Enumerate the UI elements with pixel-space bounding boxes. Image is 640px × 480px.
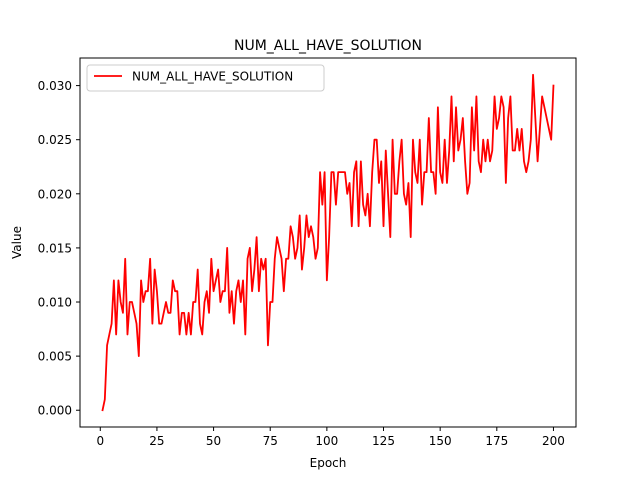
x-tick-label: 125 <box>372 434 395 448</box>
y-axis-ticks: 0.000 0.005 0.010 0.015 0.020 0.025 0.030 <box>38 79 80 418</box>
y-tick-label: 0.030 <box>38 79 72 93</box>
chart-title: NUM_ALL_HAVE_SOLUTION <box>234 38 422 54</box>
x-axis-label: Epoch <box>310 456 347 470</box>
x-tick-label: 175 <box>485 434 508 448</box>
y-tick-label: 0.015 <box>38 241 72 255</box>
x-tick-label: 200 <box>542 434 565 448</box>
y-tick-label: 0.000 <box>38 404 72 418</box>
y-axis-label: Value <box>10 226 24 259</box>
x-axis-ticks: 0 25 50 75 100 125 150 175 200 <box>96 427 565 448</box>
legend-entry-label: NUM_ALL_HAVE_SOLUTION <box>132 70 293 84</box>
y-tick-label: 0.025 <box>38 133 72 147</box>
legend-box <box>86 64 325 92</box>
y-tick-label: 0.010 <box>38 296 72 310</box>
y-tick-label: 0.020 <box>38 187 72 201</box>
x-tick-label: 25 <box>149 434 164 448</box>
y-tick-label: 0.005 <box>38 350 72 364</box>
plot-area: 0 25 50 75 100 125 150 175 200 0.0000.0050.0100.… <box>38 57 577 448</box>
x-tick-label: 150 <box>429 434 452 448</box>
x-tick-label: 50 <box>206 434 221 448</box>
axes-frame <box>79 57 577 428</box>
legend: NUM_ALL_HAVE_SOLUTION <box>86 64 325 92</box>
x-tick-label: 75 <box>263 434 278 448</box>
x-tick-label: 0 <box>96 434 104 448</box>
x-tick-label: 100 <box>315 434 338 448</box>
series-line <box>101 73 555 412</box>
